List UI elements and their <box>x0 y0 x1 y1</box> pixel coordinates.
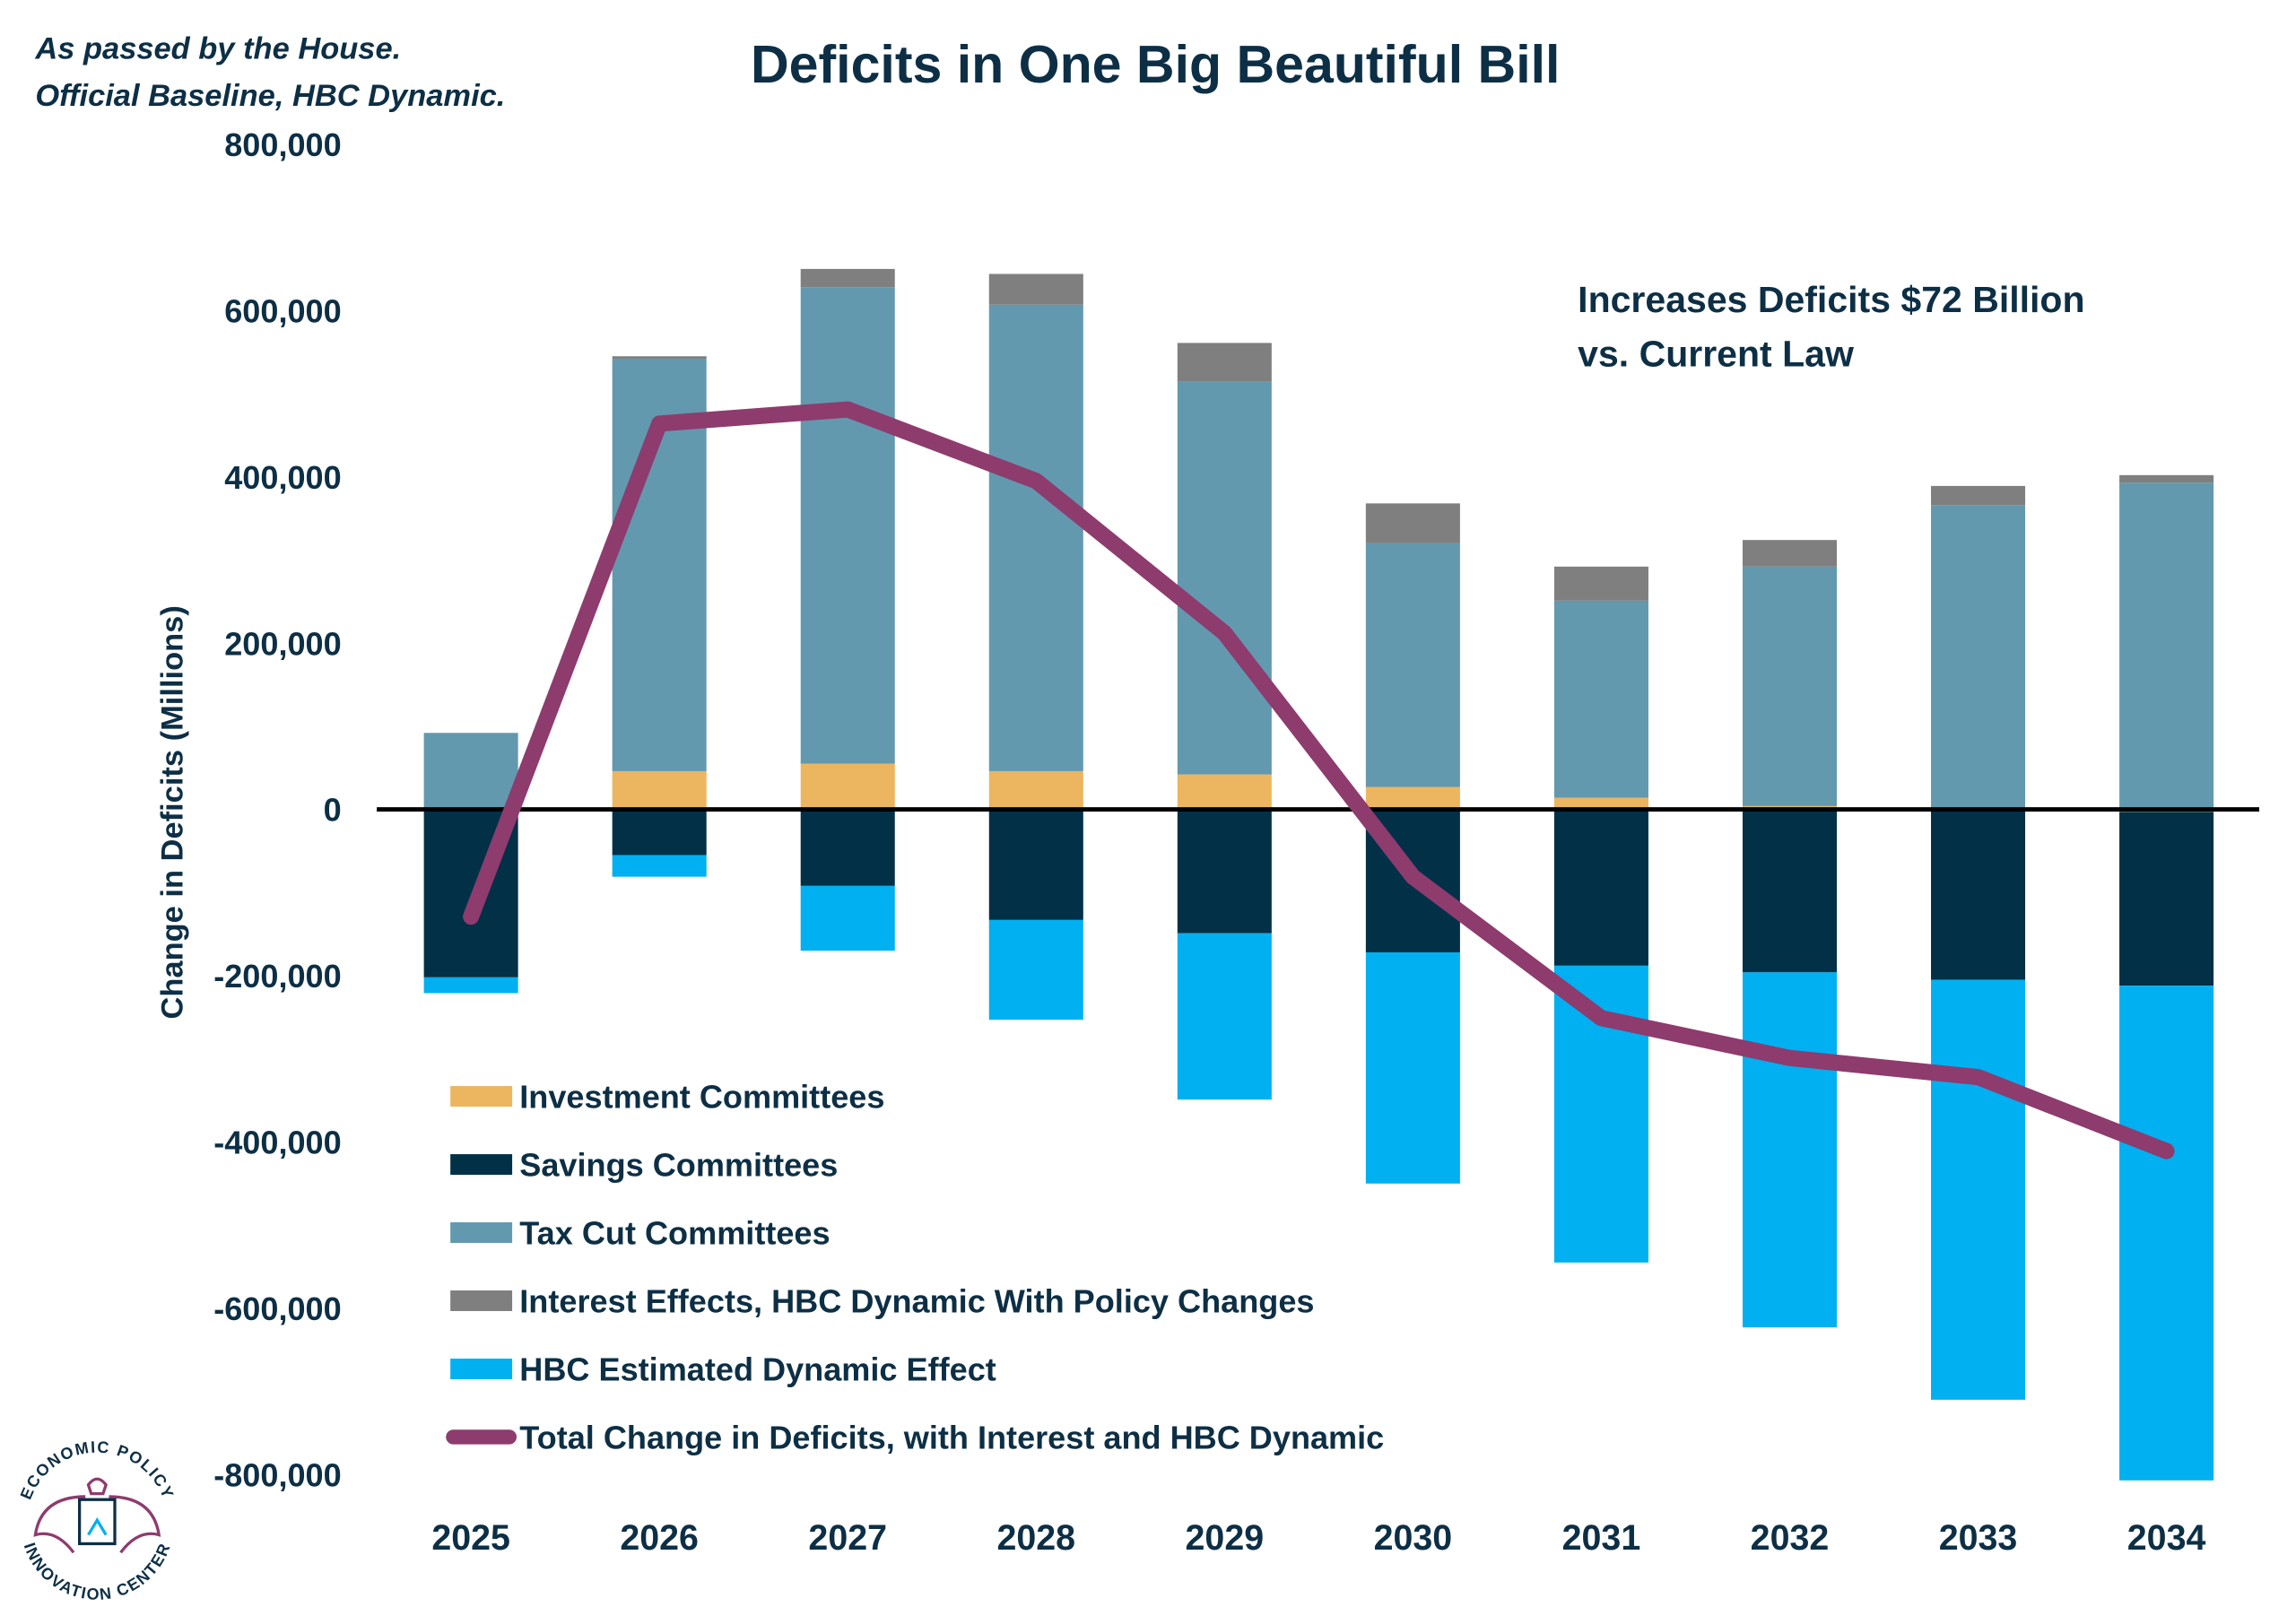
bar-savings-committees-2033 <box>1931 809 2026 980</box>
y-tick-label: 200,000 <box>224 625 341 662</box>
bar-tax-cut-committees-2029 <box>1177 381 1272 775</box>
bar-tax-cut-committees-2027 <box>800 287 895 764</box>
legend-item: Investment Committees <box>450 1079 884 1116</box>
bar-tax-cut-committees-2030 <box>1365 543 1460 787</box>
bar-investment-committees-2029 <box>1177 774 1272 810</box>
legend-label: Savings Committees <box>519 1147 838 1184</box>
annotation-line-2: vs. Current Law <box>1578 334 1854 375</box>
legend-label: Total Change in Deficits, with Interest … <box>519 1420 1384 1456</box>
x-tick-label: 2032 <box>1751 1518 1830 1558</box>
legend-item: Tax Cut Committees <box>450 1215 831 1252</box>
bar-savings-committees-2031 <box>1553 809 1648 966</box>
legend-swatch <box>450 1290 513 1311</box>
x-tick-label: 2027 <box>808 1518 887 1558</box>
y-tick-label: 400,000 <box>224 459 341 496</box>
bar-interest-effects-hbc-dynamic-with-policy-changes-2033 <box>1931 485 2026 506</box>
x-tick-label: 2028 <box>996 1518 1075 1558</box>
logo: ECONOMIC POLICY INNOVATION CENTER <box>17 1438 177 1603</box>
legend-item: HBC Estimated Dynamic Effect <box>450 1351 996 1388</box>
y-tick-label: -400,000 <box>213 1125 342 1161</box>
bar-hbc-estimated-dynamic-effect-2034 <box>2119 986 2214 1481</box>
legend-label: HBC Estimated Dynamic Effect <box>519 1351 996 1388</box>
legend-label: Interest Effects, HBC Dynamic With Polic… <box>519 1283 1314 1320</box>
x-tick-label: 2033 <box>1939 1518 2018 1558</box>
bar-hbc-estimated-dynamic-effect-2032 <box>1742 972 1837 1328</box>
legend-swatch <box>450 1222 513 1244</box>
legend-label: Investment Committees <box>519 1079 884 1116</box>
legend-item: Interest Effects, HBC Dynamic With Polic… <box>450 1283 1314 1320</box>
bar-savings-committees-2028 <box>988 809 1083 920</box>
bar-interest-effects-hbc-dynamic-with-policy-changes-2032 <box>1742 540 1837 567</box>
bar-hbc-estimated-dynamic-effect-2030 <box>1365 952 1460 1184</box>
note-line-2: Official Baseline, HBC Dynamic. <box>35 79 505 113</box>
y-tick-label: 0 <box>324 792 342 829</box>
bar-interest-effects-hbc-dynamic-with-policy-changes-2028 <box>988 274 1083 305</box>
legend-swatch <box>450 1154 513 1176</box>
legend-swatch <box>450 1358 513 1379</box>
y-tick-label: 600,000 <box>224 292 341 329</box>
bar-investment-committees-2031 <box>1553 797 1648 810</box>
bar-tax-cut-committees-2025 <box>423 733 518 810</box>
x-tick-label: 2026 <box>620 1518 699 1558</box>
y-tick-label: -800,000 <box>213 1456 342 1493</box>
bar-hbc-estimated-dynamic-effect-2026 <box>612 855 707 877</box>
bar-hbc-estimated-dynamic-effect-2025 <box>423 977 518 994</box>
bar-hbc-estimated-dynamic-effect-2027 <box>800 885 895 951</box>
bar-interest-effects-hbc-dynamic-with-policy-changes-2026 <box>612 356 707 360</box>
legend-label: Tax Cut Committees <box>519 1215 830 1252</box>
bar-tax-cut-committees-2032 <box>1742 566 1837 806</box>
bar-savings-committees-2027 <box>800 809 895 886</box>
legend-item: Total Change in Deficits, with Interest … <box>446 1420 1384 1456</box>
bar-investment-committees-2026 <box>612 770 707 810</box>
y-tick-label: -200,000 <box>213 958 342 995</box>
logo-text-bottom: INNOVATION CENTER <box>21 1540 173 1603</box>
svg-text:INNOVATION CENTER: INNOVATION CENTER <box>21 1540 174 1603</box>
bar-hbc-estimated-dynamic-effect-2029 <box>1177 933 1272 1100</box>
eagle-icon <box>33 1477 161 1554</box>
bar-interest-effects-hbc-dynamic-with-policy-changes-2030 <box>1365 503 1460 543</box>
bar-interest-effects-hbc-dynamic-with-policy-changes-2034 <box>2119 474 2214 483</box>
x-tick-label: 2029 <box>1186 1518 1265 1558</box>
bar-tax-cut-committees-2028 <box>988 304 1083 771</box>
bar-investment-committees-2030 <box>1365 786 1460 810</box>
chart-title: Deficits in One Big Beautiful Bill <box>751 35 1560 94</box>
legend-swatch <box>450 1086 513 1108</box>
bar-savings-committees-2032 <box>1742 809 1837 973</box>
total-change-line <box>463 401 2175 1160</box>
bar-tax-cut-committees-2031 <box>1553 600 1648 798</box>
note-line-1: As passed by the House. <box>34 32 401 66</box>
bar-investment-committees-2028 <box>988 770 1083 810</box>
x-tick-label: 2025 <box>431 1518 510 1558</box>
bar-interest-effects-hbc-dynamic-with-policy-changes-2029 <box>1177 343 1272 382</box>
y-tick-label: 800,000 <box>224 126 341 163</box>
annotation-line-1: Increases Deficits $72 Billion <box>1578 279 2084 320</box>
legend-item: Savings Committees <box>450 1147 838 1184</box>
bar-hbc-estimated-dynamic-effect-2033 <box>1931 979 2026 1400</box>
bar-tax-cut-committees-2034 <box>2119 482 2214 810</box>
x-tick-label: 2031 <box>1562 1518 1641 1558</box>
y-tick-label: -600,000 <box>213 1290 342 1327</box>
bar-savings-committees-2026 <box>612 809 707 856</box>
x-tick-label: 2034 <box>2127 1518 2206 1558</box>
bar-interest-effects-hbc-dynamic-with-policy-changes-2027 <box>800 268 895 288</box>
x-tick-label: 2030 <box>1374 1518 1453 1558</box>
y-axis-label: Change in Deficits (Millions) <box>155 605 189 1019</box>
bar-savings-committees-2029 <box>1177 809 1272 934</box>
bar-hbc-estimated-dynamic-effect-2028 <box>988 919 1083 1021</box>
bar-investment-committees-2027 <box>800 763 895 810</box>
bar-tax-cut-committees-2033 <box>1931 505 2026 810</box>
bar-interest-effects-hbc-dynamic-with-policy-changes-2031 <box>1553 566 1648 601</box>
bar-savings-committees-2034 <box>2119 812 2214 986</box>
